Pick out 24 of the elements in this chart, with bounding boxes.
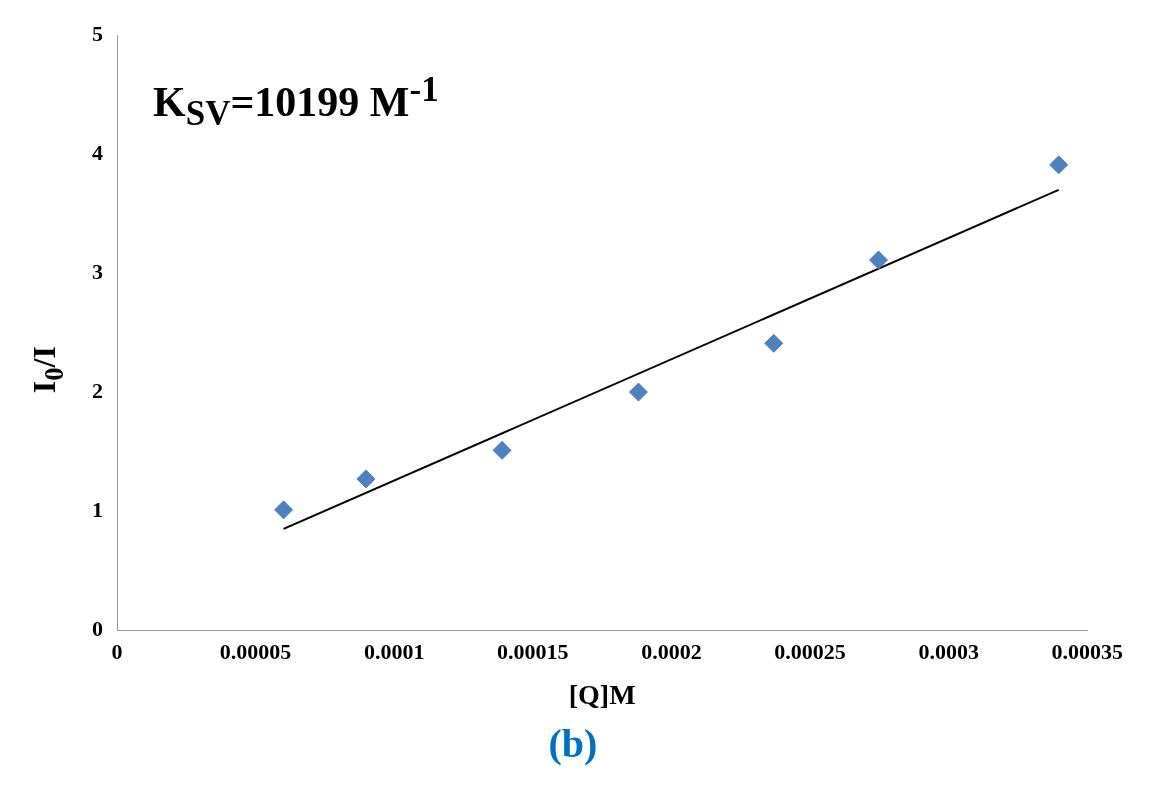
point <box>274 500 294 520</box>
x-tick-label: 0.00015 <box>497 638 569 664</box>
x-tick-label: 0.00035 <box>1051 638 1123 664</box>
x-tick-label: 0.00005 <box>219 638 292 664</box>
x-axis-title: [Q]M <box>568 679 636 711</box>
x-tick-label: 0 <box>111 638 123 664</box>
x-tick-label: 0.0002 <box>641 638 702 664</box>
x-tick-label: 0.0003 <box>918 638 979 664</box>
x-tick-label: 0.00025 <box>774 638 846 664</box>
y-tick-label: 0 <box>92 615 103 641</box>
x-tick-label: 0.0001 <box>363 638 425 664</box>
point <box>356 469 376 489</box>
point <box>764 333 784 353</box>
y-tick-label: 4 <box>92 139 103 165</box>
point <box>869 250 889 270</box>
point <box>492 440 512 460</box>
y-tick-label: 5 <box>92 20 103 46</box>
point <box>1049 155 1069 175</box>
y-tick-label: 2 <box>92 377 103 403</box>
y-tick-label: 1 <box>92 496 103 522</box>
y-tick-label: 3 <box>92 258 103 284</box>
point <box>628 382 648 402</box>
text: (b) <box>547 720 599 767</box>
annotation: K$_{SV}$=10199 M$^{-1}$ <box>153 70 439 135</box>
